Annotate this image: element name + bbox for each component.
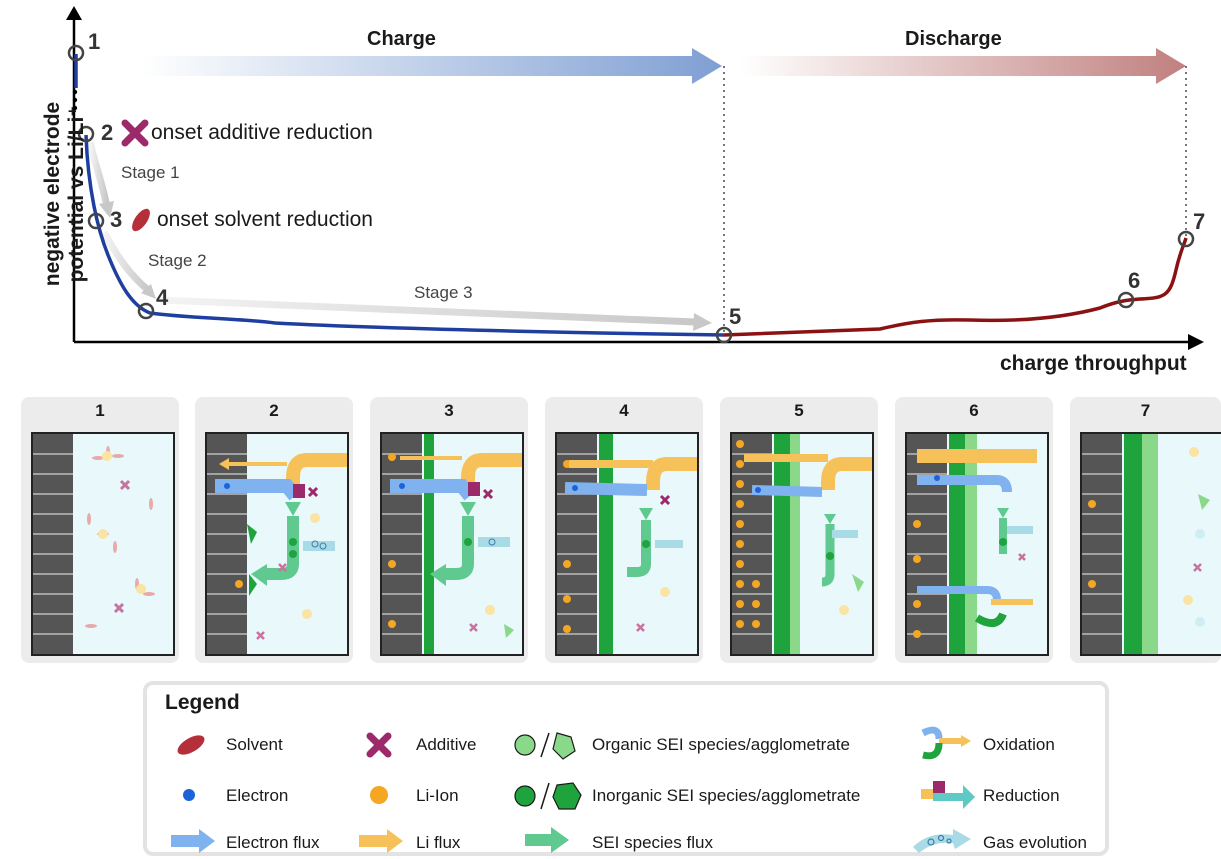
y-axis-arrowhead bbox=[66, 6, 82, 20]
panel-3-cell bbox=[380, 432, 524, 656]
point-3-label: 3 bbox=[110, 207, 123, 232]
panel-4: 4 bbox=[545, 397, 703, 663]
gas-evolution-legend-label: Gas evolution bbox=[983, 833, 1087, 852]
li-flux-legend-label: Li flux bbox=[416, 833, 461, 852]
discharge-curve bbox=[723, 237, 1188, 337]
panel-2-title: 2 bbox=[269, 401, 279, 420]
point-6-label: 6 bbox=[1128, 268, 1141, 293]
electron-legend-label: Electron bbox=[226, 786, 289, 805]
point-1-label: 1 bbox=[88, 29, 101, 54]
panel-1-title: 1 bbox=[95, 401, 105, 420]
panel-3-drawing bbox=[382, 434, 522, 654]
oxidation-legend-icon bbox=[921, 726, 971, 760]
electron-legend-icon bbox=[183, 789, 195, 801]
li-flux-legend-icon bbox=[359, 829, 403, 853]
point-7-label: 7 bbox=[1193, 209, 1206, 234]
additive-icon bbox=[121, 119, 149, 147]
oxidation-legend-label: Oxidation bbox=[983, 735, 1055, 754]
panel-5-drawing bbox=[732, 434, 872, 654]
panel-7-title: 7 bbox=[1140, 401, 1151, 420]
charge-arrow bbox=[140, 48, 722, 84]
electron-flux-legend-label: Electron flux bbox=[226, 833, 320, 852]
point-4-label: 4 bbox=[156, 285, 169, 310]
electron-flux-legend-icon bbox=[171, 829, 215, 853]
panel-2: 2 bbox=[195, 397, 353, 663]
discharge-arrow bbox=[740, 48, 1186, 84]
potential-plot bbox=[66, 6, 1204, 350]
graphite-electrode bbox=[33, 434, 73, 654]
additive-legend-label: Additive bbox=[416, 735, 477, 754]
stage3-arrow bbox=[159, 296, 696, 326]
li-ion-legend-icon bbox=[370, 786, 388, 804]
point-3-marker bbox=[87, 212, 105, 230]
legend-title: Legend bbox=[165, 691, 240, 714]
solvent-legend-label: Solvent bbox=[226, 735, 283, 754]
panel-3-title: 3 bbox=[444, 401, 454, 420]
inorganic-sei-legend-icon bbox=[514, 782, 582, 810]
axis-break-dot bbox=[72, 97, 78, 103]
y-axis-label: negative electrode potential vs Li/Li⁺ bbox=[41, 29, 89, 359]
li-ion-legend-label: Li-Ion bbox=[416, 786, 459, 805]
discharge-label: Discharge bbox=[905, 28, 1002, 50]
point-7-marker bbox=[1177, 230, 1195, 248]
reduction-legend-label: Reduction bbox=[983, 786, 1060, 805]
panel-2-cell bbox=[205, 432, 349, 656]
stage3-label: Stage 3 bbox=[414, 283, 473, 302]
point-2-marker bbox=[77, 125, 95, 143]
solvent-legend-icon bbox=[177, 735, 205, 755]
solvent-icon bbox=[132, 208, 150, 232]
organic-sei-legend-label: Organic SEI species/agglometrate bbox=[592, 735, 850, 754]
reduction-legend-icon bbox=[921, 781, 975, 809]
axis-break-dot bbox=[72, 89, 78, 95]
onset-solvent-label: onset solvent reduction bbox=[157, 208, 373, 231]
panel-5-title: 5 bbox=[794, 401, 804, 420]
gas-evolution-legend-icon bbox=[913, 829, 971, 853]
sei-flux-legend-label: SEI species flux bbox=[592, 833, 713, 852]
charge-label: Charge bbox=[367, 28, 436, 50]
panel-3: 3 bbox=[370, 397, 528, 663]
stage1-label: Stage 1 bbox=[121, 163, 180, 182]
x-axis-arrowhead bbox=[1188, 334, 1204, 350]
panel-5-cell bbox=[730, 432, 874, 656]
charge-curve bbox=[74, 54, 725, 337]
point-4-marker bbox=[137, 302, 155, 320]
panel-7-cell bbox=[1080, 432, 1221, 656]
stage1-arrow bbox=[86, 141, 111, 209]
panel-4-drawing bbox=[557, 434, 697, 654]
point-5-label: 5 bbox=[729, 304, 742, 329]
graphite-electrode bbox=[207, 434, 247, 654]
axis-break-dot bbox=[72, 105, 78, 111]
stage3-arrowhead bbox=[693, 313, 712, 331]
stage2-label: Stage 2 bbox=[148, 251, 207, 270]
panel-1-drawing bbox=[33, 434, 155, 654]
legend-box: Legend Solvent Additive Organic SEI spec… bbox=[143, 681, 1109, 856]
stage1-arrowhead bbox=[99, 201, 114, 218]
stage2-arrow bbox=[100, 230, 151, 293]
point-6-marker bbox=[1117, 291, 1135, 309]
stage2-arrowhead bbox=[141, 284, 156, 299]
point-1-marker bbox=[67, 44, 85, 62]
organic-sei-legend-icon bbox=[514, 732, 576, 760]
point-5-marker bbox=[715, 326, 733, 344]
inorganic-sei-legend-label: Inorganic SEI species/agglometrate bbox=[592, 786, 861, 805]
panel-1-cell bbox=[31, 432, 175, 656]
panel-6-drawing bbox=[907, 434, 1037, 654]
x-axis-label: charge throughput bbox=[1000, 352, 1187, 375]
panel-4-title: 4 bbox=[619, 401, 629, 420]
y-axis-label-line1: negative electrode bbox=[41, 101, 64, 287]
additive-legend-icon bbox=[366, 732, 392, 758]
y-axis-label-line2: potential vs Li/Li⁺ bbox=[65, 105, 88, 283]
onset-additive-label: onset additive reduction bbox=[151, 121, 373, 144]
panel-2-drawing bbox=[207, 434, 347, 654]
panel-7: 7 bbox=[1070, 397, 1221, 663]
sei-flux-legend-icon bbox=[525, 827, 569, 853]
panel-6: 6 bbox=[895, 397, 1053, 663]
point-2-label: 2 bbox=[101, 120, 114, 145]
panel-1: 1 bbox=[21, 397, 179, 663]
panel-4-cell bbox=[555, 432, 699, 656]
panel-5: 5 bbox=[720, 397, 878, 663]
panel-6-title: 6 bbox=[969, 401, 979, 420]
panel-6-cell bbox=[905, 432, 1049, 656]
panel-7-drawing bbox=[1082, 434, 1210, 654]
